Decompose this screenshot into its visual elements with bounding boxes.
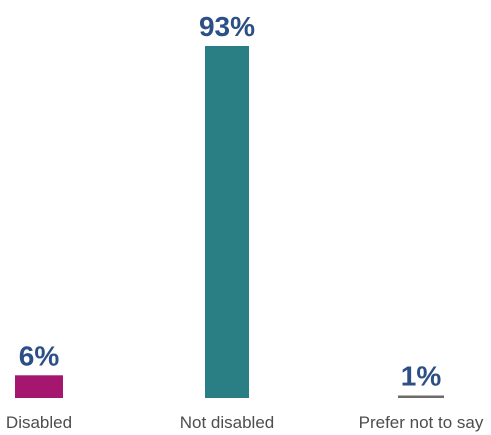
bar-disabled [15, 375, 63, 398]
category-labels-layer: Disabled Not disabled Prefer not to say [6, 413, 484, 432]
bar-not-disabled [205, 46, 249, 398]
category-label-not-disabled: Not disabled [180, 413, 275, 432]
value-labels-layer: 6% 93% 1% [19, 11, 442, 392]
category-label-disabled: Disabled [6, 413, 72, 432]
bars-layer [15, 46, 444, 398]
category-label-prefer-not-to-say: Prefer not to say [359, 413, 484, 432]
data-label-prefer-not-to-say: 1% [401, 361, 442, 392]
data-label-not-disabled: 93% [199, 11, 255, 42]
bar-prefer-not-to-say [398, 395, 444, 398]
data-label-disabled: 6% [19, 340, 60, 371]
